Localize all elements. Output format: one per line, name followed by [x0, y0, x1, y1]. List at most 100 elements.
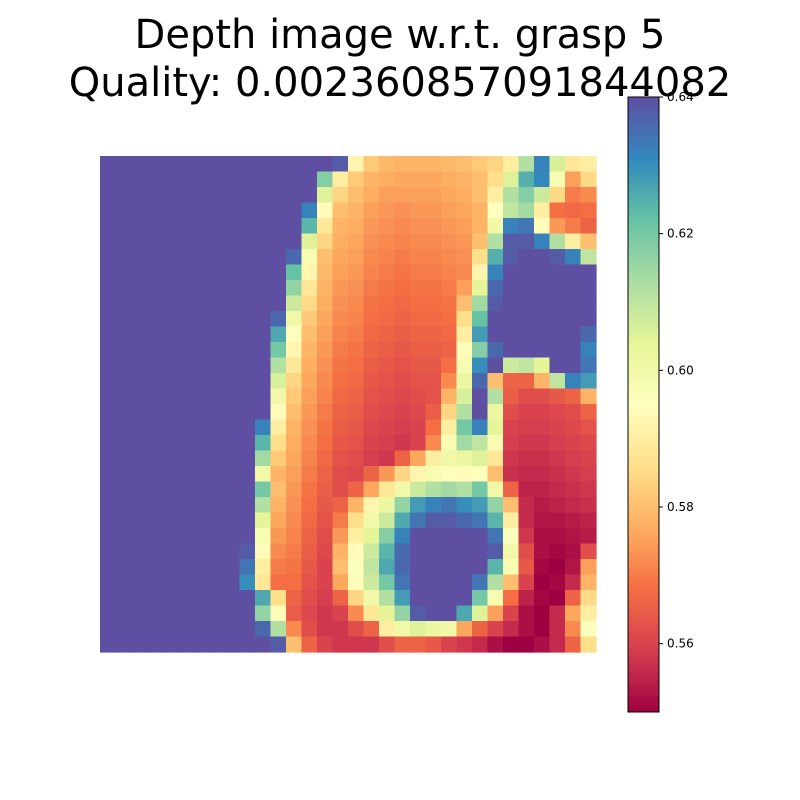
heatmap-cell	[534, 512, 551, 529]
heatmap-cell	[472, 466, 489, 483]
heatmap-cell	[425, 590, 442, 607]
heatmap-cell	[162, 233, 179, 250]
heatmap-cell	[441, 373, 458, 390]
heatmap-cell	[177, 202, 194, 219]
heatmap-cell	[580, 466, 597, 483]
heatmap-cell	[379, 481, 396, 498]
heatmap-cell	[332, 295, 349, 312]
heatmap-cell	[177, 466, 194, 483]
heatmap-cell	[301, 187, 318, 204]
heatmap-cell	[441, 466, 458, 483]
heatmap-cell	[518, 497, 535, 514]
heatmap-cell	[286, 466, 303, 483]
heatmap-cell	[472, 187, 489, 204]
heatmap-cell	[115, 419, 132, 436]
heatmap-cell	[503, 357, 520, 374]
heatmap-cell	[193, 450, 210, 467]
heatmap-cell	[348, 590, 365, 607]
heatmap-cell	[115, 512, 132, 529]
heatmap-cell	[146, 357, 163, 374]
heatmap-cell	[193, 481, 210, 498]
heatmap-cell	[487, 590, 504, 607]
heatmap-cell	[472, 388, 489, 405]
heatmap-cell	[115, 590, 132, 607]
heatmap-cell	[503, 388, 520, 405]
heatmap-cell	[162, 636, 179, 653]
heatmap-cell	[425, 280, 442, 297]
heatmap-cell	[456, 450, 473, 467]
heatmap-cell	[115, 528, 132, 545]
heatmap-cell	[348, 295, 365, 312]
heatmap-cell	[255, 528, 272, 545]
heatmap-cell	[239, 233, 256, 250]
heatmap-cell	[348, 435, 365, 452]
heatmap-cell	[332, 528, 349, 545]
heatmap-cell	[131, 388, 148, 405]
heatmap-cell	[100, 636, 117, 653]
heatmap-cell	[301, 590, 318, 607]
heatmap-cell	[441, 249, 458, 266]
heatmap-cell	[379, 574, 396, 591]
heatmap-cell	[317, 543, 334, 560]
heatmap-cell	[472, 404, 489, 421]
heatmap-cell	[363, 156, 380, 173]
heatmap-cell	[348, 605, 365, 622]
heatmap-cell	[115, 295, 132, 312]
heatmap-cell	[162, 605, 179, 622]
heatmap-cell	[503, 218, 520, 235]
heatmap-cell	[177, 497, 194, 514]
heatmap-cell	[332, 357, 349, 374]
heatmap-cell	[549, 605, 566, 622]
heatmap-cell	[534, 171, 551, 188]
heatmap-cell	[441, 512, 458, 529]
heatmap-cell	[286, 311, 303, 328]
heatmap-cell	[162, 497, 179, 514]
heatmap-cell	[131, 264, 148, 281]
heatmap-cell	[208, 621, 225, 638]
heatmap-cell	[131, 419, 148, 436]
heatmap-cell	[456, 528, 473, 545]
heatmap-cell	[487, 249, 504, 266]
heatmap-cell	[379, 388, 396, 405]
heatmap-cell	[162, 280, 179, 297]
heatmap-cell	[131, 295, 148, 312]
heatmap-cell	[100, 512, 117, 529]
heatmap-cell	[100, 202, 117, 219]
heatmap-cell	[286, 233, 303, 250]
heatmap-cell	[224, 388, 241, 405]
heatmap-cell	[332, 373, 349, 390]
heatmap-cell	[379, 187, 396, 204]
heatmap-cell	[580, 450, 597, 467]
heatmap-cell	[565, 605, 582, 622]
heatmap-cell	[224, 543, 241, 560]
heatmap-cell	[208, 404, 225, 421]
heatmap-cell	[441, 156, 458, 173]
heatmap-cell	[487, 233, 504, 250]
heatmap-cell	[456, 218, 473, 235]
heatmap-cell	[487, 218, 504, 235]
heatmap-cell	[301, 295, 318, 312]
heatmap-cell	[487, 621, 504, 638]
heatmap-cell	[518, 233, 535, 250]
heatmap-cell	[441, 450, 458, 467]
heatmap-cell	[503, 404, 520, 421]
heatmap-cell	[131, 590, 148, 607]
heatmap-cell	[255, 233, 272, 250]
heatmap-cell	[162, 543, 179, 560]
heatmap-cell	[363, 311, 380, 328]
heatmap-cell	[100, 357, 117, 374]
heatmap-cell	[193, 388, 210, 405]
heatmap-cell	[208, 388, 225, 405]
heatmap-cell	[270, 605, 287, 622]
heatmap-cell	[317, 249, 334, 266]
heatmap-cell	[224, 342, 241, 359]
heatmap-cell	[394, 435, 411, 452]
heatmap-cell	[410, 605, 427, 622]
heatmap-cell	[348, 156, 365, 173]
heatmap-cell	[534, 481, 551, 498]
heatmap-cell	[410, 249, 427, 266]
heatmap-cell	[565, 202, 582, 219]
heatmap-cell	[239, 187, 256, 204]
heatmap-cell	[239, 605, 256, 622]
heatmap-cell	[255, 404, 272, 421]
